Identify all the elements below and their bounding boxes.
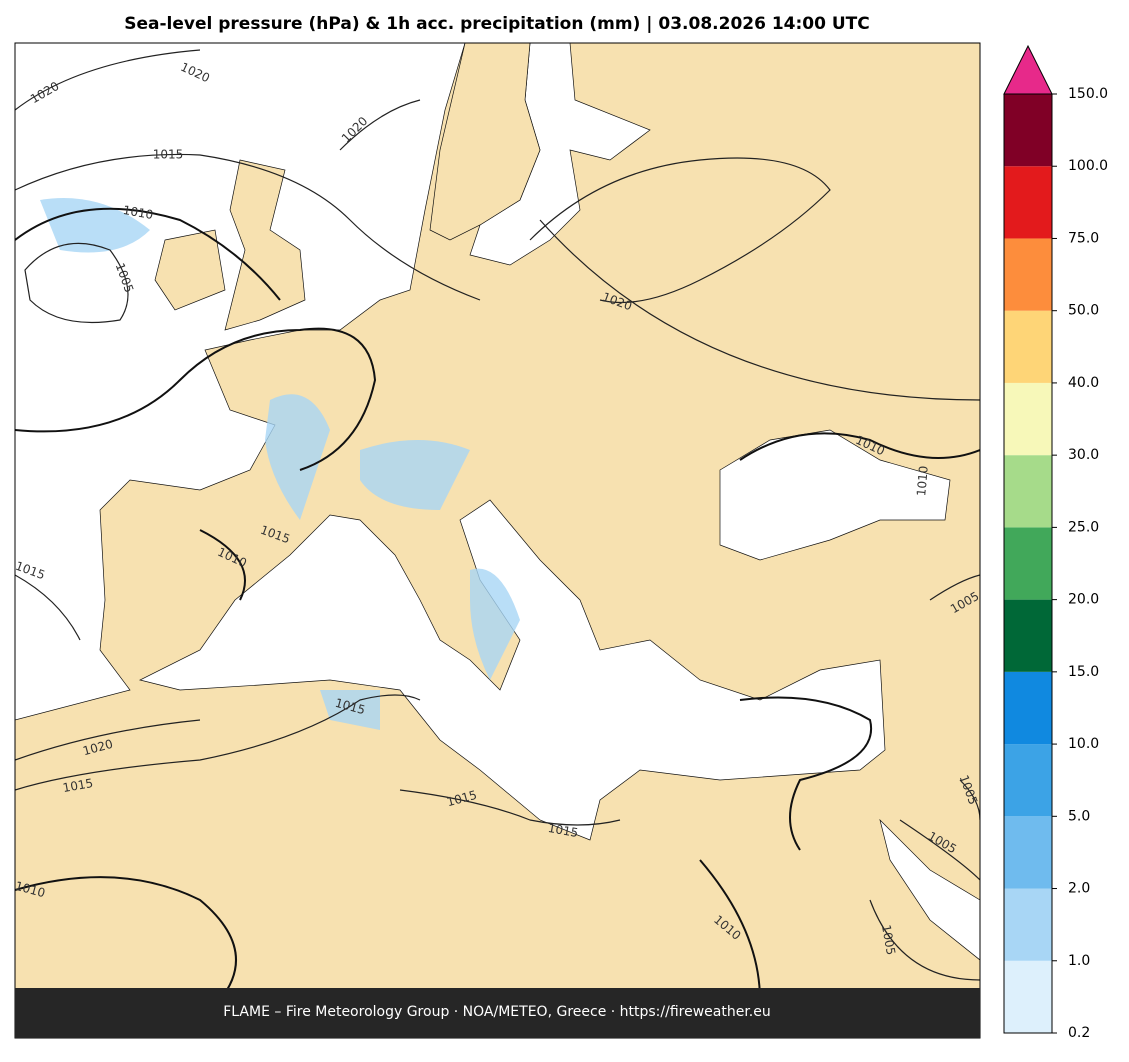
colorbar-tick-label: 30.0 — [1068, 447, 1099, 463]
contour-label: 1010 — [914, 465, 931, 497]
colorbar-tick-label: 2.0 — [1068, 881, 1090, 897]
atlantic — [15, 43, 466, 721]
colorbar-bin — [1004, 744, 1052, 817]
colorbar-bin — [1004, 382, 1052, 456]
red-sea — [879, 818, 980, 961]
norway-sweden — [429, 43, 541, 241]
footer: FLAME – Fire Meteorology Group · NOA/MET… — [223, 1004, 771, 1020]
colorbar-tick-label: 15.0 — [1068, 664, 1099, 680]
title: Sea-level pressure (hPa) & 1h acc. preci… — [124, 14, 870, 34]
mediterranean — [138, 499, 886, 841]
colorbar-tick-label: 20.0 — [1068, 592, 1099, 608]
contour-label: 1010 — [122, 203, 155, 222]
precip-patch — [40, 198, 150, 253]
colorbar-tick-label: 25.0 — [1068, 519, 1099, 535]
map: 1020 1020 1020 1015 1010 1005 1020 1010 … — [13, 42, 981, 1039]
isobar — [15, 432, 980, 1001]
colorbar-tick-label: 100.0 — [1068, 158, 1108, 174]
colorbar-bin — [1004, 888, 1052, 961]
colorbar-tick-label: 150.0 — [1068, 86, 1108, 102]
colorbar-bin — [1004, 166, 1052, 239]
colorbar-tick-label: 5.0 — [1068, 808, 1090, 824]
colorbar-bin — [1004, 960, 1052, 1033]
contour-label: 1015 — [547, 821, 580, 840]
uk — [224, 159, 306, 331]
colorbar-bin — [1004, 455, 1052, 528]
colorbar-frame — [1003, 93, 1053, 1034]
colorbar-bin — [1004, 671, 1052, 745]
precip-patch — [320, 690, 380, 730]
colorbar-tick-label: 50.0 — [1068, 303, 1099, 319]
contour-label: 1015 — [153, 148, 184, 162]
footer-band — [15, 988, 980, 1038]
isobar — [15, 207, 377, 471]
colorbar-tick-label: 75.0 — [1068, 230, 1099, 246]
colorbar-bin — [1004, 310, 1052, 383]
colorbar-bin — [1004, 238, 1052, 311]
colorbar-tick-label: 0.2 — [1068, 1025, 1090, 1041]
precip-patch — [470, 568, 520, 680]
colorbar-extend — [1003, 44, 1053, 95]
colorbar-tick-label: 40.0 — [1068, 375, 1099, 391]
colorbar-tick-label: 10.0 — [1068, 736, 1099, 752]
precip-patch — [360, 440, 470, 510]
contour-label: 1015 — [62, 776, 95, 795]
contour-label: 1005 — [879, 924, 898, 957]
colorbar-bin — [1004, 816, 1052, 889]
colorbar-bin — [1004, 599, 1052, 672]
colorbar-bin — [1004, 94, 1052, 167]
isobar — [15, 574, 980, 981]
precip-patch — [265, 394, 330, 520]
colorbar: 0.2 1.0 2.0 5.0 10.0 15.0 20.0 25.0 30.0 40.0 50.0… — [1003, 44, 1108, 1041]
colorbar-tick-label: 1.0 — [1068, 953, 1090, 969]
isobar — [15, 49, 481, 301]
colorbar-bin — [1004, 527, 1052, 600]
isobar — [24, 242, 129, 324]
isobar — [529, 157, 980, 401]
ireland — [154, 229, 226, 311]
